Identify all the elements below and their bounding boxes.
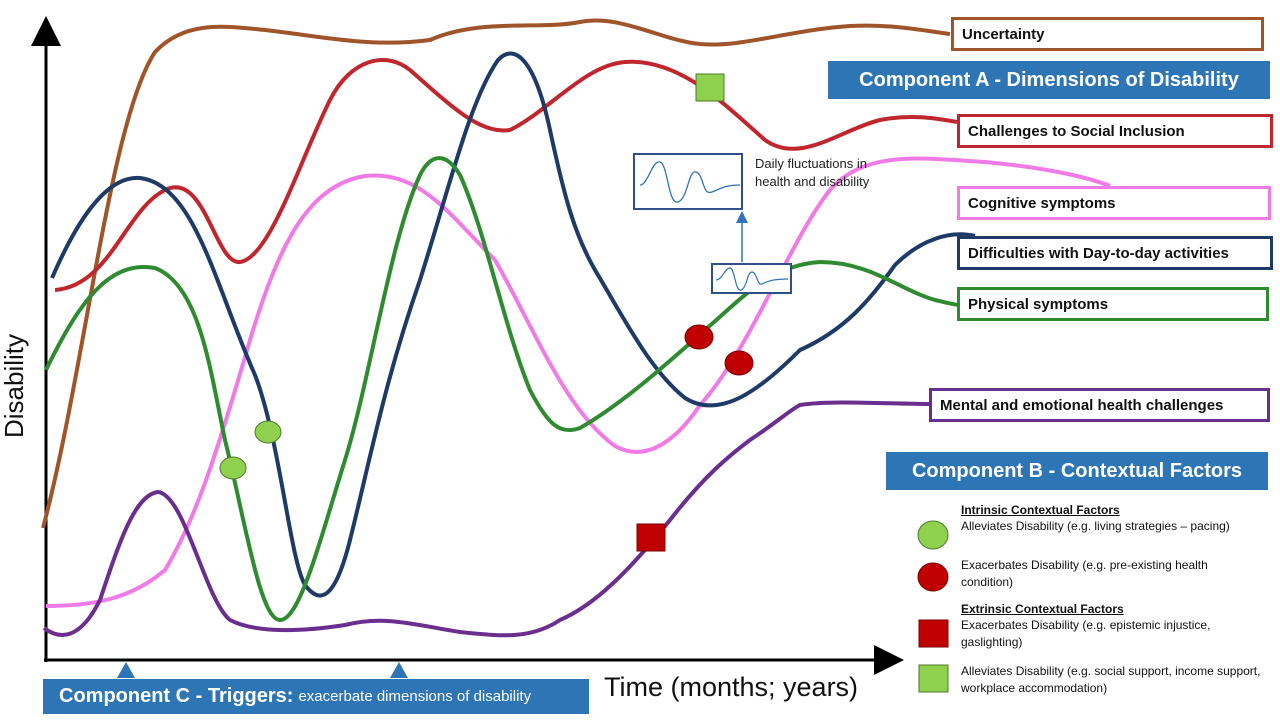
legend-red-circle bbox=[917, 562, 949, 592]
component-a-banner: Component A - Dimensions of Disability bbox=[828, 61, 1270, 99]
legend-red-square bbox=[918, 619, 949, 648]
x-axis-label: Time (months; years) bbox=[604, 672, 859, 702]
fluctuation-large-box bbox=[633, 153, 743, 210]
extrinsic-heading: Extrinsic Contextual Factors bbox=[961, 602, 1124, 616]
legend-intrinsic-alleviates: Alleviates Disability (e.g. living strat… bbox=[961, 519, 1230, 533]
legend-extrinsic-exacerbates: Exacerbates Disability (e.g. epistemic i… bbox=[961, 618, 1211, 649]
legend-green-circle bbox=[917, 520, 949, 550]
day-to-day-activities-curve bbox=[50, 51, 976, 598]
fluctuation-large-wave bbox=[639, 161, 741, 203]
physical-symptoms-label: Physical symptoms bbox=[957, 287, 1269, 321]
social-inclusion-curve bbox=[54, 58, 958, 292]
alleviates-marker bbox=[254, 420, 282, 444]
trigger-arrow bbox=[390, 662, 408, 678]
daily-fluctuations-note: Daily fluctuations in health and disabil… bbox=[755, 156, 870, 189]
uncertainty-curve bbox=[41, 18, 951, 529]
uncertainty-label: Uncertainty bbox=[951, 17, 1264, 51]
social-inclusion-label: Challenges to Social Inclusion bbox=[957, 114, 1273, 148]
component-c-title: Component C - Triggers: bbox=[59, 685, 294, 707]
physical-symptoms-curve bbox=[44, 156, 961, 623]
extrinsic-alleviates-marker bbox=[695, 73, 725, 102]
cognitive-symptoms-label: Cognitive symptoms bbox=[957, 186, 1271, 220]
extrinsic-exacerbates-marker bbox=[636, 523, 666, 552]
fluctuation-small-wave bbox=[715, 267, 789, 291]
exacerbates-marker bbox=[724, 350, 754, 376]
component-b-banner: Component B - Contextual Factors bbox=[886, 452, 1268, 490]
exacerbates-marker bbox=[684, 324, 714, 350]
intrinsic-heading: Intrinsic Contextual Factors bbox=[961, 503, 1120, 517]
alleviates-marker bbox=[219, 456, 247, 480]
legend-extrinsic-alleviates: Alleviates Disability (e.g. social suppo… bbox=[961, 664, 1261, 695]
mental-health-label: Mental and emotional health challenges bbox=[929, 388, 1270, 422]
fluctuation-small-box bbox=[711, 263, 792, 294]
legend-green-square bbox=[918, 664, 949, 693]
component-c-banner: Component C - Triggers: exacerbate dimen… bbox=[43, 679, 589, 714]
legend-intrinsic-exacerbates: Exacerbates Disability (e.g. pre-existin… bbox=[961, 558, 1208, 589]
cognitive-symptoms-curve bbox=[45, 156, 1111, 608]
mental-health-curve bbox=[42, 400, 930, 638]
component-c-subtitle: exacerbate dimensions of disability bbox=[298, 688, 532, 705]
y-axis-label: Disability bbox=[0, 333, 29, 439]
trigger-arrow bbox=[117, 662, 135, 678]
day-to-day-activities-label: Difficulties with Day-to-day activities bbox=[957, 236, 1273, 270]
